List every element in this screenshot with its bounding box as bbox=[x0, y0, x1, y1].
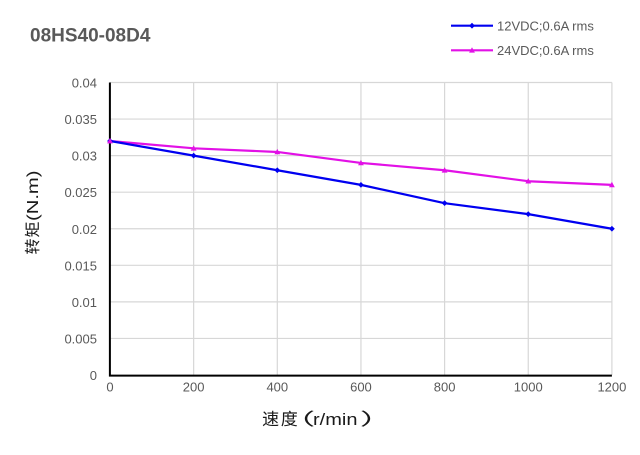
svg-text:0: 0 bbox=[106, 380, 113, 395]
svg-text:0.025: 0.025 bbox=[64, 185, 97, 200]
svg-text:800: 800 bbox=[434, 380, 456, 395]
svg-text:200: 200 bbox=[183, 380, 205, 395]
svg-text:600: 600 bbox=[350, 380, 372, 395]
svg-text:r/min: r/min bbox=[313, 410, 358, 429]
svg-text:0.04: 0.04 bbox=[72, 76, 97, 91]
svg-text:0: 0 bbox=[90, 368, 97, 383]
svg-text:0.03: 0.03 bbox=[72, 149, 97, 164]
svg-text:(N.m): (N.m) bbox=[25, 171, 42, 222]
svg-text:0.035: 0.035 bbox=[64, 112, 97, 127]
svg-text:24VDC;0.6A rms: 24VDC;0.6A rms bbox=[497, 43, 594, 58]
svg-text:08HS40-08D4: 08HS40-08D4 bbox=[30, 26, 151, 47]
svg-text:1000: 1000 bbox=[514, 380, 543, 395]
svg-text:0.01: 0.01 bbox=[72, 295, 97, 310]
svg-text:1200: 1200 bbox=[597, 380, 626, 395]
svg-text:0.02: 0.02 bbox=[72, 222, 97, 237]
svg-text:12VDC;0.6A rms: 12VDC;0.6A rms bbox=[497, 18, 594, 33]
svg-text:0.015: 0.015 bbox=[64, 258, 97, 273]
svg-text:400: 400 bbox=[266, 380, 288, 395]
svg-text:0.005: 0.005 bbox=[64, 331, 97, 346]
